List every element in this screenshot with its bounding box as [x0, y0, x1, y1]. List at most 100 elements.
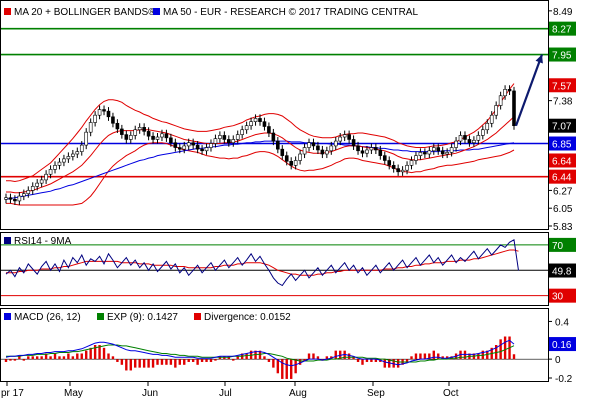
candle	[231, 135, 236, 147]
candle	[84, 128, 89, 150]
candle-body	[494, 105, 498, 116]
candle	[182, 141, 187, 154]
divergence-bar	[276, 359, 280, 374]
candle	[284, 151, 289, 166]
candle	[57, 158, 62, 170]
candle-body	[258, 118, 262, 122]
candle	[396, 164, 400, 176]
ma20-path	[6, 116, 515, 194]
price-y-tick-label: 8.49	[553, 7, 573, 18]
candle	[62, 154, 66, 167]
price-level-tag-box	[549, 47, 576, 62]
divergence-bar	[147, 359, 150, 368]
candle-body	[333, 140, 338, 147]
candle	[13, 195, 17, 205]
divergence-bar	[512, 354, 516, 360]
candle-body	[382, 155, 387, 161]
divergence-bar	[303, 359, 306, 361]
rsi-path	[5, 239, 519, 287]
price-panel: MA 20 + BOLLINGER BANDS® MA 50 - EUR - R…	[0, 0, 549, 230]
candle-body	[440, 150, 445, 155]
divergence-bar	[67, 353, 70, 360]
legend-swatch-exp	[97, 313, 104, 320]
price-y-tick-label: 6.05	[553, 204, 573, 215]
candle-body	[329, 145, 334, 152]
candle-body	[431, 147, 436, 152]
candle-body	[316, 145, 320, 151]
candle-body	[458, 135, 463, 142]
candle-body	[374, 147, 378, 151]
divergence-bar	[499, 339, 502, 360]
divergence-bar	[419, 353, 422, 360]
candle-body	[169, 137, 173, 143]
divergence-bar	[200, 359, 204, 362]
divergence-bar	[245, 353, 248, 360]
candle-body	[177, 147, 182, 150]
candle-body	[84, 131, 89, 146]
candle-body	[302, 147, 307, 155]
x-tick-label: Jul	[219, 388, 232, 399]
candle	[262, 117, 267, 131]
candle	[102, 105, 106, 116]
price-level-tag-label: 6.85	[552, 140, 572, 151]
candle	[360, 146, 365, 158]
candle	[476, 131, 481, 145]
divergence-bar	[205, 359, 208, 362]
candle	[146, 127, 151, 141]
legend-swatch-ma20	[4, 8, 11, 15]
candle	[423, 148, 427, 159]
candle-body	[235, 134, 240, 140]
candle-body	[360, 150, 365, 154]
candle	[494, 101, 498, 120]
rsi-panel-frame	[0, 232, 549, 306]
rsi-line	[5, 239, 519, 287]
candle-body	[102, 109, 106, 112]
candle	[374, 143, 378, 155]
price-level-tag: 6.44	[549, 169, 576, 184]
candle-body	[253, 118, 258, 122]
candle	[351, 135, 356, 150]
candle	[325, 146, 329, 159]
candle-body	[293, 160, 298, 166]
candle-body	[276, 140, 280, 150]
divergence-bar	[187, 359, 190, 362]
candle	[227, 135, 231, 147]
candle	[271, 128, 276, 146]
price-candles	[4, 85, 516, 205]
divergence-bar	[232, 359, 235, 361]
divergence-bar	[423, 353, 427, 360]
candle	[200, 145, 204, 155]
candle-body	[347, 134, 351, 140]
divergence-bar	[4, 359, 8, 362]
candle	[97, 105, 102, 120]
divergence-bar	[111, 356, 115, 360]
x-tick-label: Aug	[289, 388, 307, 399]
divergence-bar	[410, 356, 413, 360]
candle-body	[186, 142, 191, 147]
divergence-bar	[374, 359, 378, 362]
candle-body	[66, 156, 71, 160]
candle	[235, 130, 240, 144]
candle-body	[17, 195, 22, 202]
candle	[169, 133, 173, 147]
candle	[463, 131, 467, 144]
candle	[472, 136, 476, 147]
candle-body	[164, 133, 169, 139]
divergence-bar	[214, 359, 217, 361]
rsi-level-tag: 49.8	[549, 263, 576, 278]
candle	[329, 141, 334, 155]
x-axis-ticks: pr 17 May Jun Jul Aug Sep Oct	[1, 382, 459, 399]
candle-body	[307, 142, 311, 148]
candle	[93, 111, 97, 127]
legend-swatch-macd	[4, 313, 11, 320]
candle-body	[489, 114, 494, 124]
divergence-bar	[138, 359, 141, 368]
price-panel-frame	[0, 0, 549, 230]
price-level-tag-box	[549, 21, 576, 36]
level-tags: 8.27 7.95 7.57 7.07 6.85 6.64 6.44 70 49.8 30 0.16	[549, 21, 576, 352]
divergence-bar	[160, 359, 164, 365]
candle-body	[507, 89, 512, 92]
candle-body	[160, 133, 164, 138]
legend-label-divergence: Divergence: 0.0152	[204, 312, 291, 323]
